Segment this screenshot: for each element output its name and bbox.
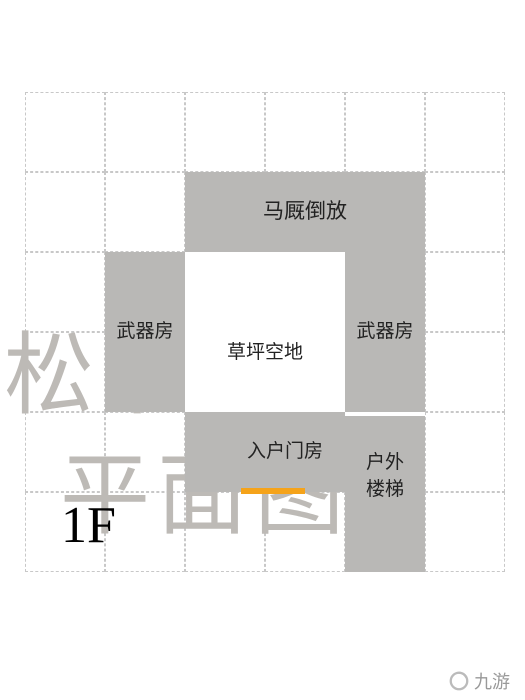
grid-cell	[25, 412, 105, 492]
door-mark	[241, 488, 305, 494]
grid-cell	[25, 172, 105, 252]
grid-cell	[185, 92, 265, 172]
grid-cell	[185, 492, 265, 572]
floor-label: 1F	[61, 496, 116, 555]
grid-cell	[265, 92, 345, 172]
room-label: 武器房	[356, 319, 413, 346]
courtyard: 草坪空地	[185, 252, 345, 412]
room-label: 入户门房	[247, 439, 323, 466]
grid-cell	[345, 92, 425, 172]
room-label: 户外 楼梯	[366, 450, 404, 503]
room-label: 武器房	[116, 319, 173, 346]
grid-cell	[105, 92, 185, 172]
room-weapon-left: 武器房	[105, 252, 185, 412]
grid-cell	[25, 332, 105, 412]
grid-cell	[105, 492, 185, 572]
brand-logo: 九游	[448, 668, 510, 694]
room-label: 马厩倒放	[263, 197, 347, 226]
room-weapon-right: 武器房	[345, 252, 425, 412]
courtyard-label: 草坪空地	[227, 337, 303, 364]
grid-cell	[105, 412, 185, 492]
grid-cell	[25, 252, 105, 332]
grid-cell	[25, 92, 105, 172]
grid-cell	[425, 172, 505, 252]
room-stable: 马厩倒放	[185, 172, 425, 252]
stairs-gap	[345, 412, 425, 416]
grid-cell	[105, 172, 185, 252]
brand-icon	[448, 670, 470, 692]
room-stairs: 户外 楼梯	[345, 412, 425, 572]
grid-cell	[425, 332, 505, 412]
grid-cell	[425, 412, 505, 492]
grid-cell	[425, 252, 505, 332]
brand-text: 九游	[474, 668, 510, 694]
grid-cell	[425, 492, 505, 572]
grid-cell	[265, 492, 345, 572]
room-entry: 入户门房	[185, 412, 345, 492]
grid-cell	[425, 92, 505, 172]
